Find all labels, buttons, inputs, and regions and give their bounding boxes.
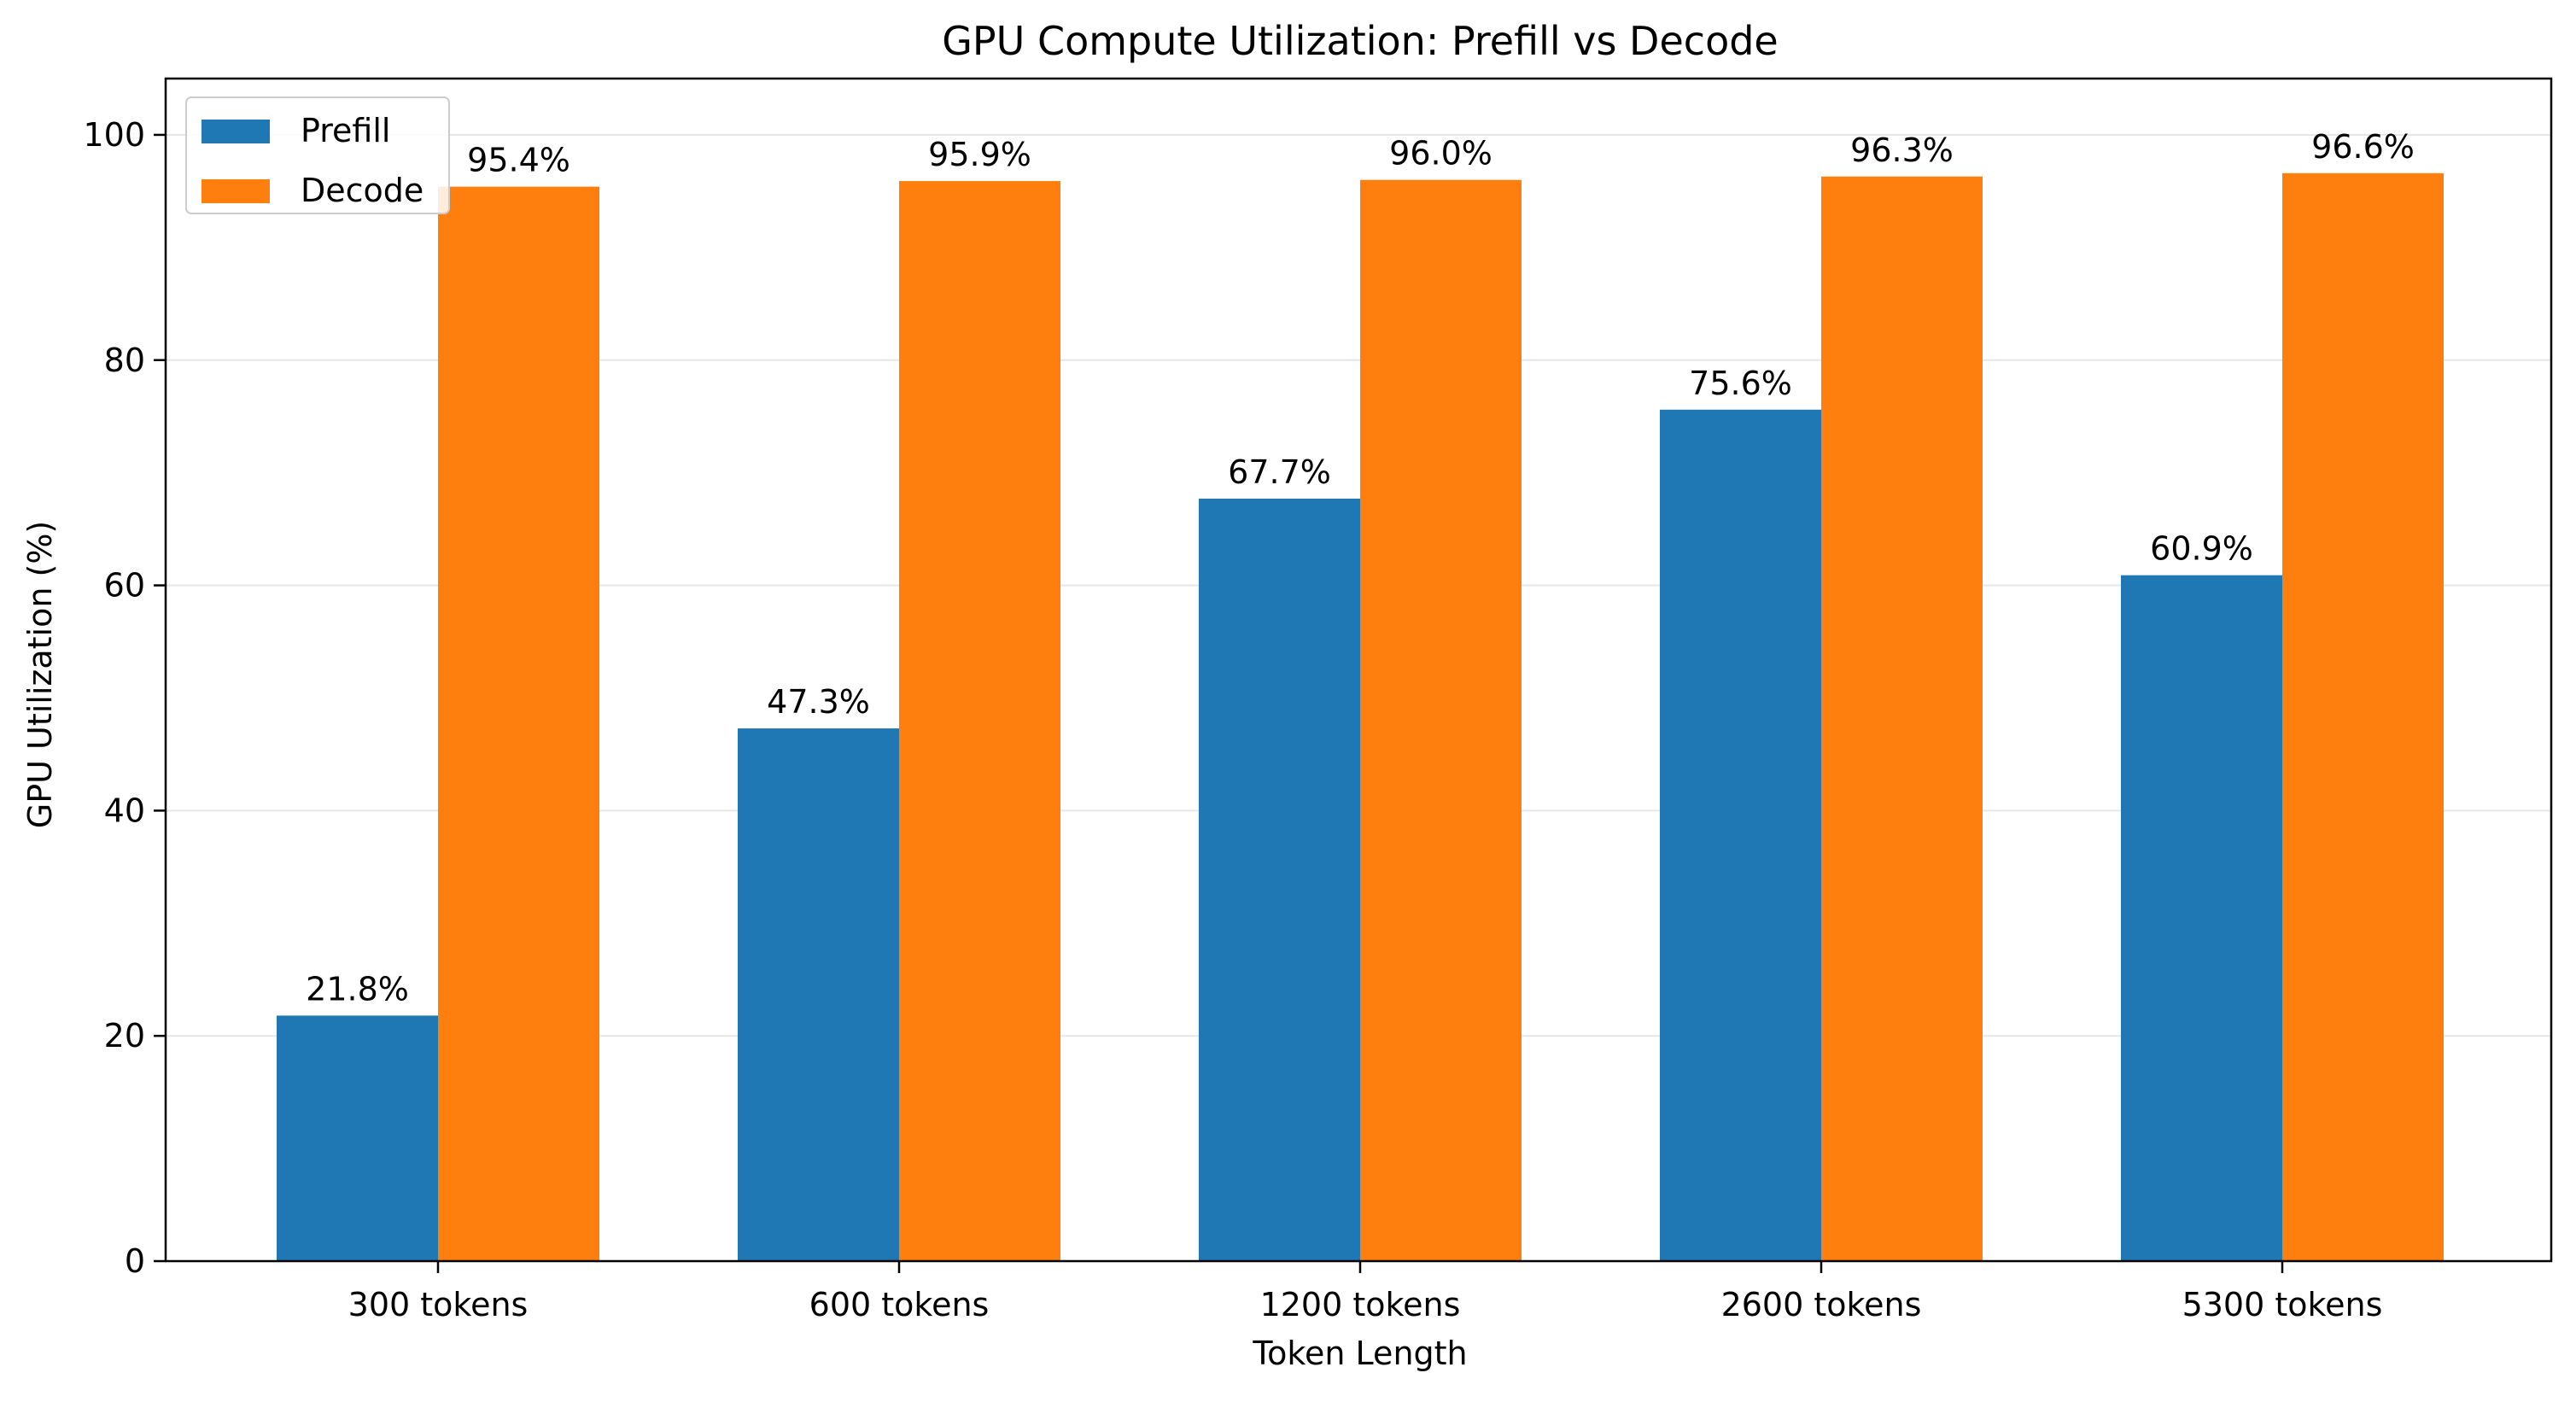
y-tick-label: 80 bbox=[104, 342, 145, 379]
legend-label-prefill: Prefill bbox=[301, 112, 390, 149]
x-tick-label: 2600 tokens bbox=[1721, 1286, 1922, 1323]
x-tick-label: 5300 tokens bbox=[2182, 1286, 2383, 1323]
data-label-decode-2: 96.0% bbox=[1389, 135, 1492, 172]
y-tick-label: 100 bbox=[83, 116, 145, 154]
legend-swatch-prefill bbox=[202, 120, 270, 143]
x-tick-label: 300 tokens bbox=[348, 1286, 529, 1323]
y-axis-label: GPU Utilization (%) bbox=[21, 521, 59, 829]
y-tick-label: 0 bbox=[125, 1242, 145, 1280]
y-tick-label: 60 bbox=[104, 567, 145, 605]
axes bbox=[164, 77, 2553, 1263]
data-label-prefill-1: 47.3% bbox=[767, 683, 870, 721]
data-label-decode-1: 95.9% bbox=[928, 136, 1031, 173]
bar-prefill-0 bbox=[277, 1015, 438, 1261]
plot-frame bbox=[164, 77, 2553, 1263]
ticks: 0 20 40 60 80 100 300 tokens 600 tokens 1200 tok… bbox=[83, 116, 2382, 1323]
y-tick-label: 20 bbox=[104, 1017, 145, 1054]
data-label-prefill-2: 67.7% bbox=[1228, 453, 1331, 491]
chart-title: GPU Compute Utilization: Prefill vs Deco… bbox=[942, 18, 1778, 64]
bar-decode-4 bbox=[2282, 172, 2444, 1261]
bar-decode-2 bbox=[1360, 179, 1522, 1262]
bar-prefill-1 bbox=[738, 728, 899, 1261]
bar-decode-0 bbox=[438, 186, 599, 1262]
data-labels: 21.8% 47.3% 67.7% 75.6% 60.9% 95.4% 95.9% 96.0%… bbox=[306, 128, 2415, 1008]
legend-label-decode: Decode bbox=[301, 172, 423, 209]
data-label-prefill-0: 21.8% bbox=[306, 970, 409, 1008]
bar-decode-1 bbox=[899, 181, 1060, 1262]
y-tick-label: 40 bbox=[104, 792, 145, 829]
data-label-decode-3: 96.3% bbox=[1850, 131, 1954, 169]
bar-decode-3 bbox=[1821, 176, 1983, 1262]
bar-prefill-2 bbox=[1199, 499, 1360, 1261]
bar-prefill-3 bbox=[1660, 409, 1821, 1261]
data-label-decode-0: 95.4% bbox=[467, 142, 570, 179]
bars bbox=[277, 172, 2444, 1262]
x-axis-label: Token Length bbox=[1252, 1335, 1467, 1372]
x-tick-label: 1200 tokens bbox=[1260, 1286, 1461, 1323]
legend-swatch-decode bbox=[202, 179, 270, 203]
bar-prefill-4 bbox=[2121, 575, 2282, 1261]
data-label-decode-4: 96.6% bbox=[2311, 128, 2415, 166]
data-label-prefill-3: 75.6% bbox=[1689, 365, 1792, 402]
x-tick-label: 600 tokens bbox=[809, 1286, 990, 1323]
data-label-prefill-4: 60.9% bbox=[2150, 530, 2253, 568]
legend: Prefill Decode bbox=[185, 96, 450, 214]
